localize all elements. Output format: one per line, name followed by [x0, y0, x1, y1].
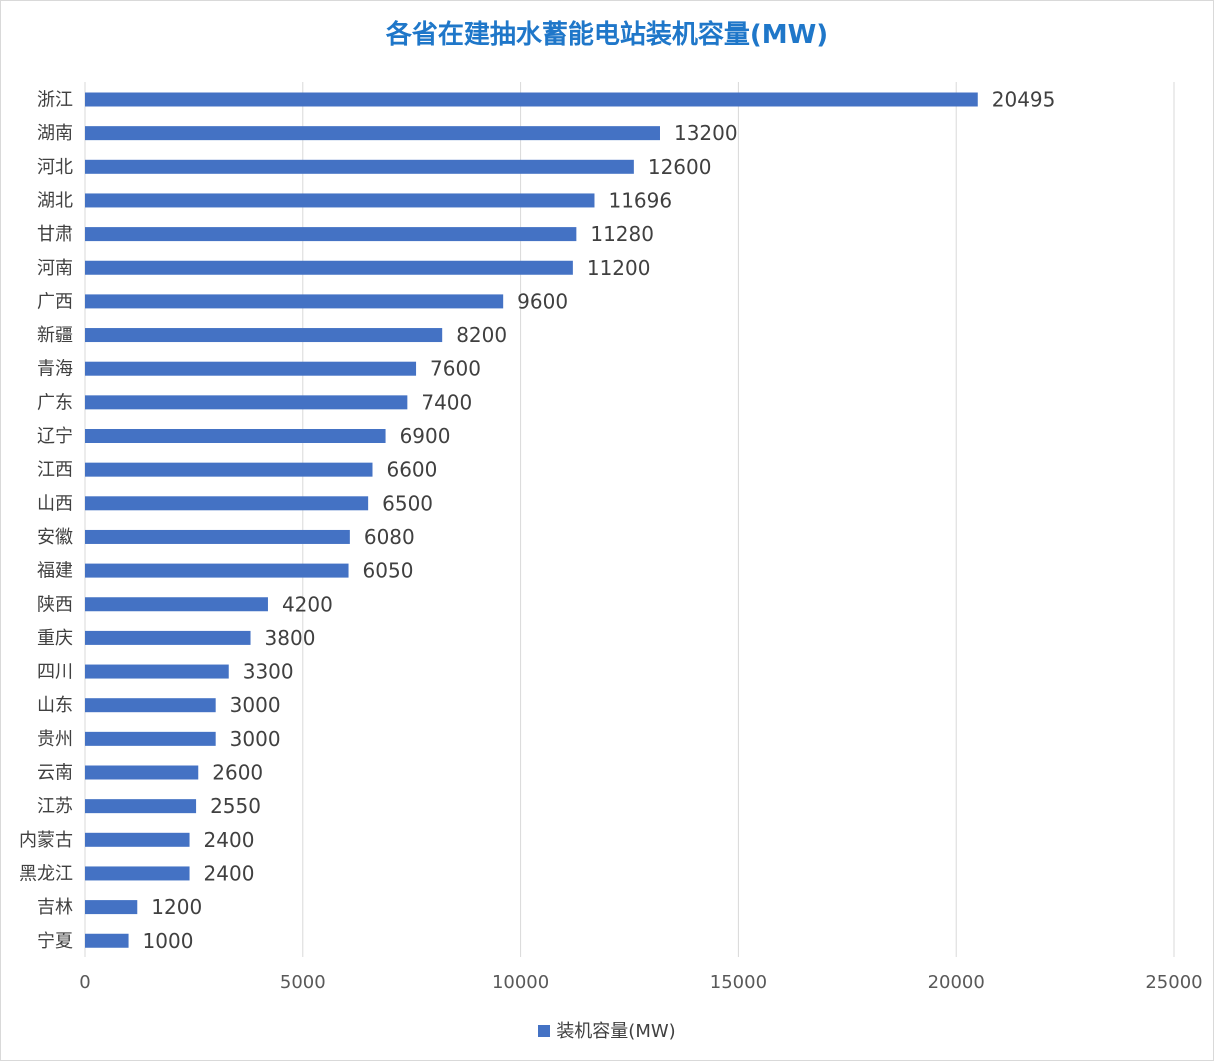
bar	[85, 159, 634, 174]
x-axis-ticks: 0 5000 10000 15000 20000 25000	[79, 972, 1202, 993]
bar	[85, 563, 349, 578]
category-label: 贵州	[37, 729, 73, 750]
bar	[85, 328, 443, 343]
bar	[85, 227, 577, 242]
category-label: 陕西	[37, 594, 73, 615]
bar	[85, 900, 138, 915]
bar	[85, 361, 417, 376]
category-label: 内蒙古	[19, 830, 73, 851]
value-label: 6600	[386, 458, 437, 482]
legend: 装机容量(MW)	[0, 1017, 1214, 1043]
x-tick-label: 5000	[280, 972, 326, 993]
bar	[85, 193, 595, 208]
category-label: 青海	[37, 359, 73, 380]
value-label: 12600	[648, 155, 712, 179]
bar	[85, 260, 573, 275]
value-label: 13200	[674, 121, 738, 145]
bar	[85, 462, 373, 477]
value-label: 2400	[204, 861, 255, 885]
bar	[85, 126, 660, 141]
x-tick-label: 25000	[1145, 972, 1202, 993]
category-label: 山东	[37, 695, 73, 716]
grid-lines	[84, 82, 1175, 957]
category-label: 重庆	[37, 628, 73, 649]
legend-label: 装机容量(MW)	[556, 1021, 676, 1042]
value-label: 2400	[204, 828, 255, 852]
value-label: 6900	[400, 424, 451, 448]
bars	[85, 92, 978, 948]
value-label: 7400	[421, 390, 472, 414]
value-label: 3300	[243, 660, 294, 684]
bar	[85, 630, 251, 645]
bar	[85, 765, 199, 780]
category-label: 吉林	[37, 897, 73, 918]
category-label: 新疆	[37, 325, 73, 346]
bar	[85, 395, 408, 410]
category-label: 河北	[37, 157, 73, 178]
value-label: 1200	[151, 895, 202, 919]
value-label: 2600	[212, 761, 263, 785]
bar	[85, 799, 197, 814]
category-label: 广西	[37, 291, 73, 312]
value-label: 8200	[456, 323, 507, 347]
category-label: 山西	[37, 493, 73, 514]
category-label: 安徽	[37, 527, 73, 548]
bar	[85, 698, 216, 713]
category-label: 福建	[37, 561, 73, 582]
category-label: 河南	[37, 258, 73, 279]
chart-title: 各省在建抽水蓄能电站装机容量(MW)	[385, 20, 829, 50]
category-label: 浙江	[37, 90, 73, 111]
category-label: 湖南	[37, 123, 73, 144]
x-tick-label: 15000	[710, 972, 767, 993]
category-label: 辽宁	[37, 426, 73, 447]
category-label: 湖北	[37, 190, 73, 211]
category-label: 甘肃	[37, 224, 73, 245]
value-label: 6500	[382, 491, 433, 515]
value-label: 1000	[143, 929, 194, 953]
category-label: 云南	[37, 763, 73, 784]
category-label: 四川	[37, 662, 73, 683]
value-label: 11280	[590, 222, 654, 246]
category-label: 广东	[37, 392, 73, 413]
value-label: 3800	[265, 626, 316, 650]
bar	[85, 832, 190, 847]
value-label: 7600	[430, 357, 481, 381]
x-tick-label: 10000	[492, 972, 549, 993]
legend-swatch	[538, 1025, 551, 1037]
value-label: 3000	[230, 727, 281, 751]
category-labels: 浙江湖南河北湖北甘肃河南广西新疆青海广东辽宁江西山西安徽福建陕西重庆四川山东贵州…	[19, 90, 73, 952]
bar	[85, 294, 504, 309]
value-label: 2550	[210, 794, 261, 818]
value-label: 6050	[363, 559, 414, 583]
category-label: 江苏	[37, 796, 73, 817]
x-tick-label: 20000	[928, 972, 985, 993]
value-label: 9600	[517, 289, 568, 313]
bar	[85, 496, 369, 511]
category-label: 黑龙江	[19, 863, 73, 884]
value-label: 6080	[364, 525, 415, 549]
value-label: 11696	[608, 188, 672, 212]
value-labels: 20495 13200 12600 11696 11280 11200 9600 8200 76…	[143, 88, 1056, 953]
bar	[85, 866, 190, 881]
category-label: 宁夏	[37, 931, 73, 952]
value-label: 20495	[992, 88, 1056, 112]
bar	[85, 731, 216, 746]
bar	[85, 529, 350, 544]
value-label: 11200	[587, 256, 651, 280]
bar	[85, 597, 268, 612]
bar	[85, 664, 229, 679]
category-label: 江西	[37, 460, 73, 481]
value-label: 4200	[282, 592, 333, 616]
bar	[85, 429, 386, 443]
bar	[85, 92, 978, 107]
bar	[85, 933, 129, 948]
x-tick-label: 0	[79, 972, 90, 993]
value-label: 3000	[230, 693, 281, 717]
